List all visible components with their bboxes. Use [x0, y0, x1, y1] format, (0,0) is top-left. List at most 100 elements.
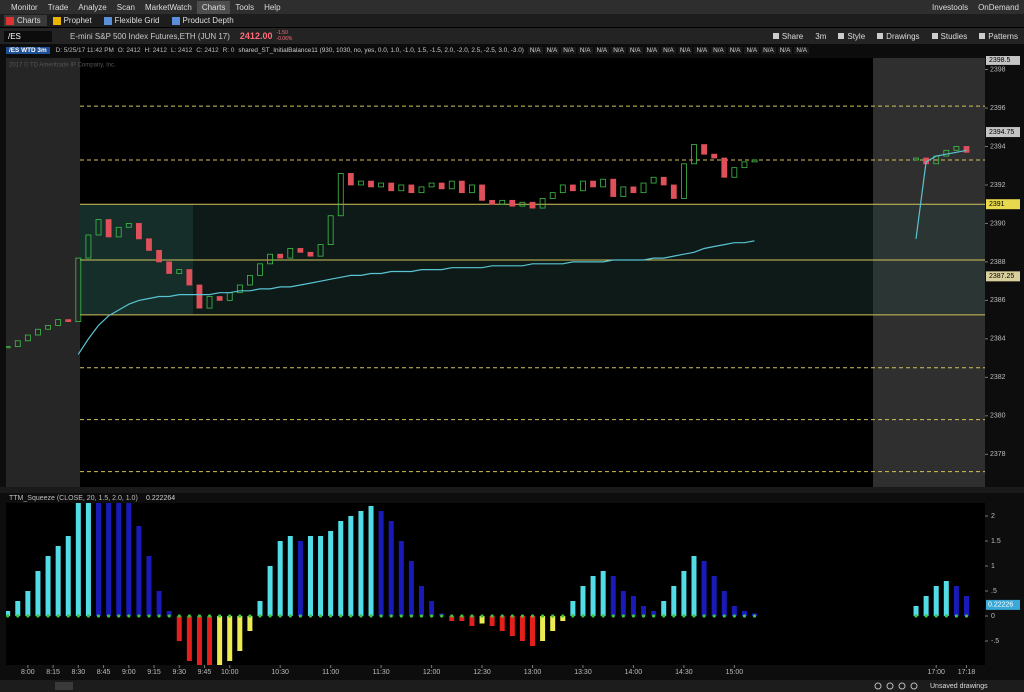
menu-item[interactable]: Scan	[116, 2, 135, 12]
squeeze-dot	[722, 614, 726, 618]
squeeze-dot	[611, 614, 615, 618]
squeeze-dot	[248, 614, 252, 618]
candle	[24, 334, 31, 342]
squeeze-dot	[298, 614, 302, 618]
squeeze-dot	[732, 614, 736, 618]
squeeze-dot	[571, 614, 575, 618]
squeeze-bar	[550, 616, 556, 631]
toolbar-button[interactable]: Style	[832, 32, 871, 41]
menu-item[interactable]: Investools	[932, 2, 969, 12]
candle	[135, 223, 142, 240]
scroll-thumb[interactable]	[55, 682, 73, 690]
candle	[448, 180, 455, 190]
squeeze-dot	[218, 614, 222, 618]
squeeze-bar	[701, 561, 707, 616]
squeeze-bar	[509, 616, 515, 636]
menu-item[interactable]: Analyze	[78, 2, 107, 12]
squeeze-bar	[590, 576, 596, 616]
squeeze-bar	[620, 591, 626, 616]
squeeze-bar	[217, 616, 223, 665]
squeeze-bar	[237, 616, 243, 651]
squeeze-dot	[339, 614, 343, 618]
squeeze-dot	[409, 614, 413, 618]
squeeze-dot	[96, 614, 101, 618]
menu-item[interactable]: Tools	[235, 2, 255, 12]
x-tick-label: 9:45	[198, 669, 212, 676]
watermark: 2017 © TD Ameritrade IP Company, Inc.	[9, 62, 116, 69]
squeeze-bar	[106, 503, 112, 616]
menu-item[interactable]: MarketWatch	[145, 2, 192, 12]
squeeze-bar	[711, 576, 717, 616]
menu-item[interactable]: OnDemand	[978, 2, 1019, 12]
status-text: Unsaved drawings	[930, 683, 988, 690]
squeeze-bar	[328, 531, 334, 616]
squeeze-dot	[964, 614, 969, 618]
y-tick-label: 2396	[990, 105, 1006, 112]
candle	[650, 176, 657, 184]
squeeze-bar	[257, 601, 263, 616]
zoom-controls[interactable]	[874, 682, 918, 690]
button-icon	[772, 33, 779, 39]
candle	[368, 180, 374, 188]
menu-item[interactable]: Trade	[47, 2, 69, 12]
squeeze-bar	[741, 611, 747, 616]
squeeze-bar	[85, 503, 91, 616]
candle	[711, 153, 718, 159]
squeeze-dot	[147, 614, 151, 618]
candle	[701, 144, 707, 155]
menu-item[interactable]: Charts	[196, 0, 231, 14]
squeeze-bar	[378, 511, 384, 616]
y-tick-label: .5	[991, 588, 997, 595]
chart-title: /ES WTD 3m	[6, 46, 50, 54]
squeeze-bar	[45, 556, 51, 616]
squeeze-last-value: 0.222264	[146, 495, 175, 502]
toolbar-button[interactable]: Share	[767, 32, 809, 41]
candle	[6, 346, 11, 349]
tab-icon	[52, 16, 61, 25]
price-label-box	[986, 56, 1020, 65]
candle	[287, 248, 294, 259]
squeeze-dot	[318, 614, 323, 618]
tab[interactable]: Charts	[4, 15, 47, 26]
candle	[297, 248, 304, 253]
squeeze-bar	[913, 606, 919, 616]
squeeze-bar	[207, 616, 213, 665]
squeeze-bar	[630, 596, 636, 616]
x-tick-label: 9:30	[172, 669, 186, 676]
toolbar-button[interactable]: Studies	[926, 32, 974, 41]
menu-item[interactable]: Help	[264, 2, 281, 12]
y-tick-label: 2388	[990, 259, 1006, 266]
squeeze-dot	[66, 614, 70, 618]
squeeze-dot	[258, 614, 262, 618]
squeeze-dot	[682, 614, 686, 618]
candle	[670, 184, 677, 199]
squeeze-dot	[591, 614, 595, 618]
price-change: -1.50 -0.06%	[276, 30, 292, 42]
candle	[105, 219, 112, 238]
squeeze-dot	[308, 614, 313, 618]
squeeze-dot	[107, 614, 111, 618]
status-bar	[0, 680, 1024, 692]
squeeze-dot	[470, 614, 474, 618]
x-tick-label: 10:00	[221, 669, 239, 676]
candle	[731, 167, 738, 178]
candle	[398, 184, 405, 192]
toolbar-button[interactable]: Drawings	[871, 32, 925, 41]
candle	[529, 201, 536, 209]
candle	[569, 184, 576, 192]
tab[interactable]: Flexible Grid	[102, 15, 166, 26]
candle	[640, 182, 647, 194]
info-field: D: 5/25/17 11:42 PM	[55, 46, 114, 54]
button-label: Style	[847, 31, 866, 41]
squeeze-bar	[136, 526, 142, 616]
toolbar-button[interactable]: Patterns	[973, 32, 1024, 41]
squeeze-dot	[631, 614, 636, 618]
button-icon	[931, 33, 938, 39]
squeeze-bar	[126, 503, 132, 616]
toolbar-button[interactable]: 3m	[809, 32, 832, 41]
menu-item[interactable]: Monitor	[11, 2, 38, 12]
squeeze-dot	[86, 614, 91, 618]
tab[interactable]: Product Depth	[170, 15, 240, 26]
info-field: C: 2412	[196, 46, 219, 54]
tab[interactable]: Prophet	[51, 15, 98, 26]
